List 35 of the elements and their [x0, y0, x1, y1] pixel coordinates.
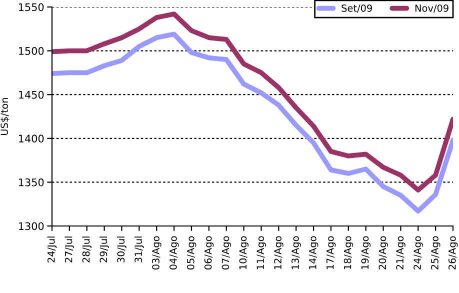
legend-label: Set/09 [342, 4, 372, 13]
x-tick-label: 29/Jul [100, 236, 109, 262]
x-tick-label: 05/Ago [186, 236, 196, 270]
x-tick-label: 17/Ago [326, 236, 336, 270]
x-tick-label: 28/Jul [82, 236, 92, 262]
x-tick-label: 26/Ago [448, 236, 458, 270]
y-tick-label: 1350 [18, 178, 44, 186]
x-tick-label: 06/Ago [204, 236, 214, 270]
x-tick-label: 04/Ago [170, 236, 179, 270]
x-tick-label: 03/Ago [152, 236, 162, 270]
x-tick-label: 25/Ago [431, 236, 440, 270]
x-tick-label: 12/Ago [274, 236, 284, 270]
y-axis-title: US$/ton [0, 98, 10, 135]
x-tick-label: 27/Jul [64, 236, 74, 262]
x-tick-label: 31/Jul [134, 236, 144, 262]
x-tick-label: 19/Ago [361, 236, 371, 270]
x-tick-label: 18/Ago [344, 236, 354, 270]
y-tick-label: 1550 [18, 3, 44, 12]
y-tick-label: 1300 [18, 222, 44, 230]
line-series [52, 32, 453, 214]
x-tick-label: 10/Ago [239, 236, 248, 270]
x-tick-label: 20/Ago [378, 236, 388, 270]
x-tick-label: 07/Ago [222, 236, 232, 270]
x-tick-label: 21/Ago [396, 236, 406, 270]
legend-label: Nov/09 [415, 4, 448, 13]
y-tick-label: 1500 [18, 47, 44, 55]
x-tick-label: 30/Jul [117, 236, 126, 262]
y-tick-label: 1450 [18, 90, 44, 99]
x-tick-label: 24/Jul [47, 236, 57, 262]
x-tick-label: 14/Ago [309, 236, 318, 270]
x-tick-label: 11/Ago [256, 236, 266, 270]
x-tick-label: 24/Ago [414, 236, 423, 270]
x-tick-label: 13/Ago [292, 236, 301, 270]
line-series [52, 12, 453, 193]
y-tick-label: 1400 [18, 134, 44, 143]
